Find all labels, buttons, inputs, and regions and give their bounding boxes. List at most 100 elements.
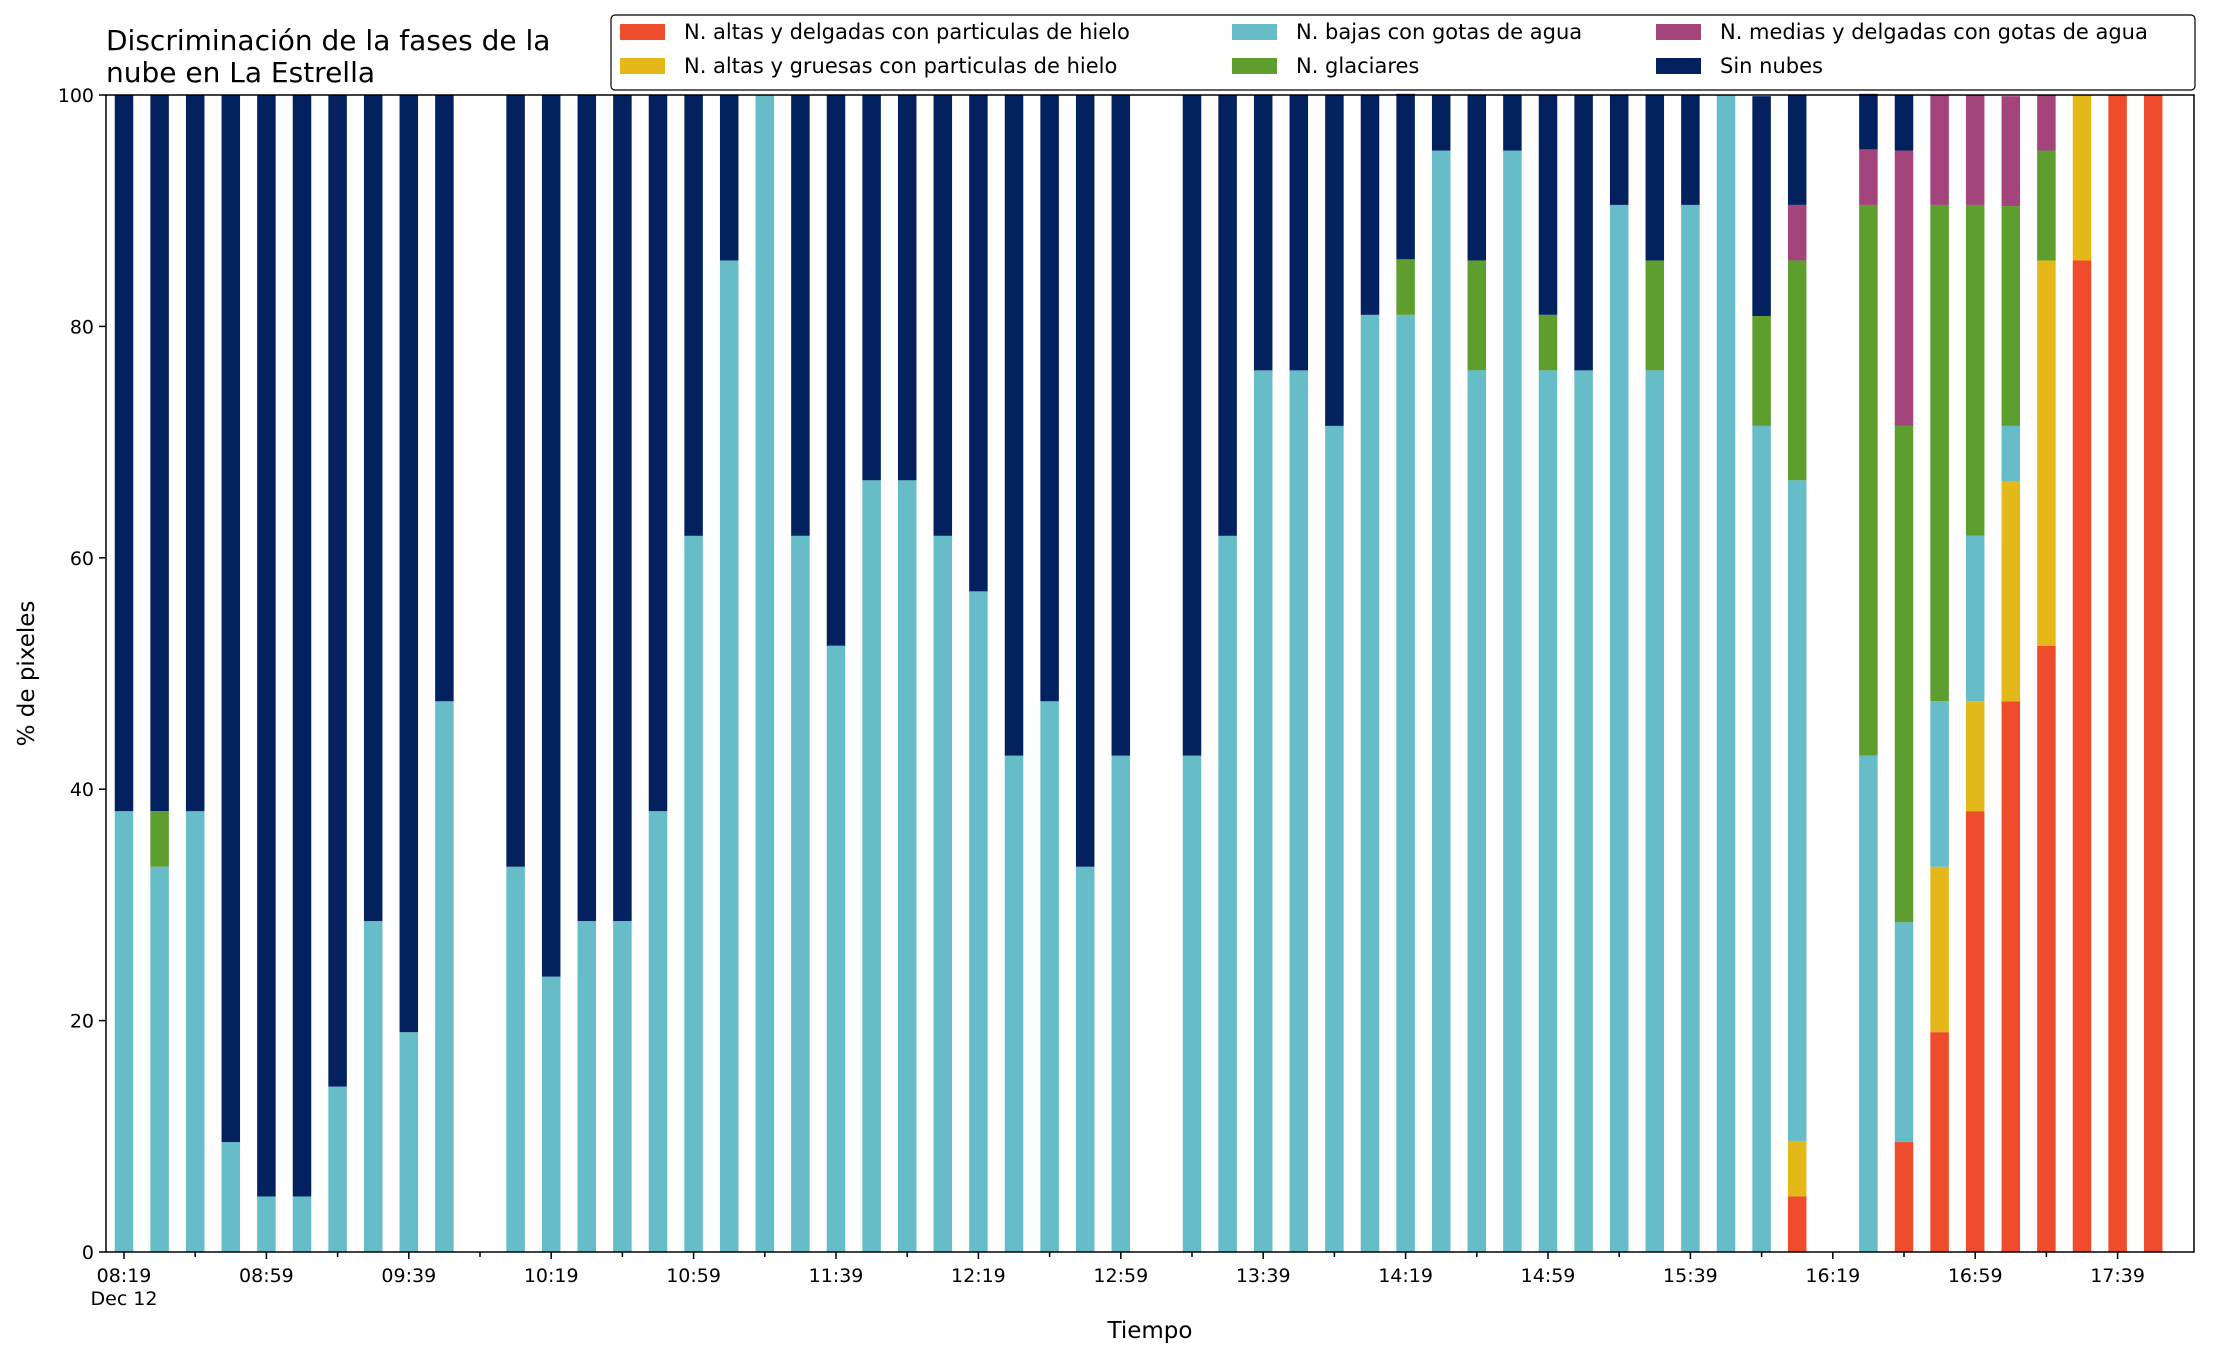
chart-title-line: Discriminación de la fases de la <box>106 24 550 57</box>
bar-segment-s2-i46 <box>1752 425 1771 1252</box>
bar-segment-s5-i11 <box>506 95 525 867</box>
bar-segment-s2-i53 <box>2001 425 2021 482</box>
legend-label: N. altas y delgadas con particulas de hi… <box>684 20 1130 44</box>
bar-segment-s5-i32 <box>1253 95 1273 371</box>
bar-segment-s0-i53 <box>2001 701 2021 1252</box>
bar-segment-s5-i46 <box>1752 96 1771 316</box>
legend-box <box>610 14 2196 91</box>
x-tick-label: 15:39 <box>1663 1265 1718 1287</box>
legend-label: Sin nubes <box>1720 54 1823 78</box>
bar-segment-s5-i43 <box>1645 95 1665 261</box>
bar-segment-s2-i23 <box>933 535 953 1252</box>
bar-segment-s5-i34 <box>1325 95 1344 426</box>
y-tick-label: 40 <box>70 779 94 801</box>
bar-segment-s3-i54 <box>2037 150 2056 261</box>
bar-segment-s2-i7 <box>363 921 383 1252</box>
chart-title-line: nube en La Estrella <box>106 56 375 89</box>
bar-segment-s2-i21 <box>862 480 881 1252</box>
bar-segment-s5-i33 <box>1289 95 1309 371</box>
bar-segment-s0-i54 <box>2037 645 2056 1252</box>
bar-segment-s3-i43 <box>1645 260 1665 371</box>
bar-segment-s5-i49 <box>1859 93 1878 150</box>
bar-segment-s4-i52 <box>1965 95 1985 205</box>
bar-segment-s2-i14 <box>613 921 632 1252</box>
bar-segment-s5-i7 <box>363 95 383 922</box>
y-tick-label: 80 <box>70 316 94 338</box>
bar-segment-s2-i24 <box>969 591 988 1252</box>
bar-segment-s2-i30 <box>1182 755 1202 1252</box>
bar-segment-s5-i15 <box>648 95 668 812</box>
bar-segment-s1-i53 <box>2001 481 2021 702</box>
bar-segment-s3-i46 <box>1752 315 1771 426</box>
bar-segment-s5-i44 <box>1681 95 1700 205</box>
bar-segment-s2-i40 <box>1538 370 1558 1252</box>
bar-segment-s1-i54 <box>2037 260 2056 646</box>
legend-swatch <box>620 58 665 74</box>
x-tick-label: 08:59 <box>239 1265 294 1287</box>
bar-segment-s5-i0 <box>114 95 134 812</box>
bar-segment-s3-i1 <box>150 811 169 867</box>
legend-label: N. altas y gruesas con particulas de hie… <box>684 54 1117 78</box>
bar-segment-s5-i50 <box>1894 95 1914 151</box>
bar-segment-s2-i17 <box>719 260 739 1252</box>
bar-segment-s5-i25 <box>1004 95 1024 756</box>
y-tick-label: 60 <box>70 548 94 570</box>
bar-segment-s3-i36 <box>1396 259 1415 315</box>
bar-segment-s0-i47 <box>1787 1196 1807 1252</box>
bar-segment-s5-i35 <box>1360 95 1380 315</box>
bar-segment-s3-i38 <box>1467 260 1487 371</box>
legend-swatch <box>620 24 665 40</box>
bar-segment-s2-i45 <box>1716 95 1736 1252</box>
x-tick-label: 09:39 <box>381 1265 436 1287</box>
bar-segment-s0-i52 <box>1965 811 1985 1252</box>
bar-segment-s4-i51 <box>1930 95 1949 205</box>
bar-segment-s5-i42 <box>1609 95 1629 205</box>
x-tick-label: 10:19 <box>524 1265 579 1287</box>
x-tick-label: 13:39 <box>1236 1265 1291 1287</box>
bar-segment-s2-i50 <box>1894 922 1914 1143</box>
bar-segment-s2-i15 <box>648 811 668 1252</box>
bar-segment-s2-i43 <box>1645 370 1665 1252</box>
bar-segment-s5-i3 <box>221 95 241 1143</box>
legend-swatch <box>1656 24 1701 40</box>
x-tick-label: 14:19 <box>1378 1265 1433 1287</box>
bar-segment-s4-i49 <box>1859 149 1878 205</box>
bar-segment-s2-i44 <box>1681 204 1700 1252</box>
bar-segment-s5-i8 <box>399 95 419 1033</box>
x-tick-label: 12:19 <box>951 1265 1006 1287</box>
bar-segment-s1-i52 <box>1965 701 1985 812</box>
bar-segment-s5-i19 <box>791 95 810 536</box>
bar-segment-s5-i40 <box>1538 95 1558 315</box>
bar-segment-s2-i49 <box>1859 755 1878 1252</box>
bar-segment-s5-i24 <box>969 95 988 592</box>
bar-segment-s2-i36 <box>1396 314 1415 1253</box>
bar-segment-s5-i5 <box>292 95 312 1197</box>
bar-segment-s5-i6 <box>328 95 347 1087</box>
bar-segment-s2-i27 <box>1075 866 1095 1252</box>
legend-label: N. medias y delgadas con gotas de agua <box>1720 20 2148 44</box>
bar-segment-s5-i39 <box>1503 95 1522 151</box>
legend-label: N. bajas con gotas de agua <box>1296 20 1582 44</box>
bar-segment-s5-i13 <box>577 95 597 922</box>
bar-segment-s4-i54 <box>2037 95 2056 151</box>
bar-segment-s1-i51 <box>1930 866 1949 1033</box>
bar-segment-s2-i33 <box>1289 370 1309 1252</box>
bar-segment-s1-i47 <box>1787 1140 1807 1197</box>
bar-segment-s2-i28 <box>1111 755 1131 1252</box>
bar-segment-s3-i52 <box>1965 204 1985 536</box>
bar-segment-s5-i23 <box>933 95 953 536</box>
x-tick-label: 11:39 <box>809 1265 864 1287</box>
bar-segment-s2-i12 <box>541 976 561 1252</box>
bar-segment-s2-i52 <box>1965 535 1985 702</box>
bar-segment-s5-i9 <box>435 95 454 702</box>
bar-segment-s2-i25 <box>1004 755 1024 1252</box>
x-tick-label: 16:19 <box>1805 1265 1860 1287</box>
bar-segment-s2-i39 <box>1503 150 1522 1252</box>
x-axis: 08:19 08:59 09:39 10:19 10:59 11:39 12:19 12:59… <box>91 1252 2145 1310</box>
bar-segment-s2-i9 <box>435 701 454 1252</box>
bar-segment-s5-i38 <box>1467 95 1487 261</box>
x-tick-label: 14:59 <box>1521 1265 1576 1287</box>
legend: N. altas y delgadas con particulas de hi… <box>610 14 2196 91</box>
bar-segment-s5-i41 <box>1574 95 1593 371</box>
